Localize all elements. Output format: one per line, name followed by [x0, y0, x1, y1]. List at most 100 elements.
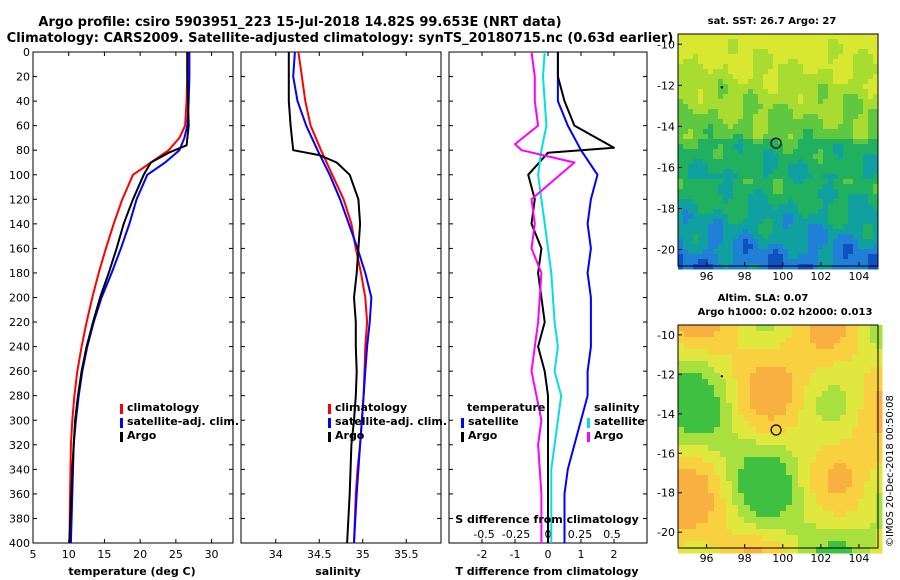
map-cell	[816, 343, 823, 350]
map-cell	[756, 409, 763, 416]
map-cell	[828, 463, 835, 470]
map-cell	[798, 505, 805, 512]
map-cell	[763, 109, 769, 115]
map-cell	[853, 74, 859, 80]
map-cell	[743, 214, 749, 220]
map-cell	[733, 209, 739, 215]
map-cell	[783, 89, 789, 95]
map-cell	[816, 499, 823, 506]
map-cell	[744, 547, 751, 554]
map-cell	[843, 114, 849, 120]
map-cell	[843, 144, 849, 150]
map-cell	[723, 89, 729, 95]
map-cell	[708, 149, 714, 155]
map-cell	[840, 457, 847, 464]
map-cell	[678, 219, 684, 225]
map-cell	[803, 254, 809, 260]
map-cell	[744, 325, 751, 332]
map-cell	[733, 114, 739, 120]
map-cell	[846, 367, 853, 374]
map-cell	[738, 451, 745, 458]
map-cell	[808, 129, 814, 135]
map-cell	[803, 44, 809, 50]
map-cell	[774, 325, 781, 332]
map-cell	[738, 144, 744, 150]
map-cell	[723, 64, 729, 70]
map-cell	[732, 505, 739, 512]
map-cell	[804, 535, 811, 542]
map-cell	[720, 349, 727, 356]
map-cell	[732, 391, 739, 398]
map-cell	[768, 159, 774, 165]
map-cell	[858, 204, 864, 210]
map-cell	[863, 224, 869, 230]
map-cell	[858, 34, 864, 40]
map-cell	[738, 325, 745, 332]
map-cell	[750, 541, 757, 548]
map-cell	[858, 349, 865, 356]
map-cell	[693, 239, 699, 245]
map-cell	[828, 421, 835, 428]
map-cell	[798, 457, 805, 464]
map-cell	[858, 535, 865, 542]
map-cell	[793, 44, 799, 50]
map-cell	[838, 234, 844, 240]
map-cell	[833, 234, 839, 240]
map-cell	[873, 94, 879, 100]
map-cell	[870, 481, 877, 488]
map-cell	[756, 457, 763, 464]
map-cell	[696, 463, 703, 470]
map-cell	[738, 139, 744, 145]
map-cell	[774, 535, 781, 542]
map-cell	[758, 229, 764, 235]
map-cell	[803, 34, 809, 40]
map-cell	[714, 523, 721, 530]
map-cell	[870, 367, 877, 374]
map-cell	[822, 355, 829, 362]
map-cell	[678, 409, 685, 416]
map-cell	[733, 204, 739, 210]
map-cell	[762, 409, 769, 416]
map-cell	[780, 379, 787, 386]
map-cell	[753, 144, 759, 150]
map-cell	[768, 169, 774, 175]
map-cell	[823, 54, 829, 60]
map-cell	[733, 39, 739, 45]
map-cell	[810, 391, 817, 398]
map-cell	[732, 343, 739, 350]
map-cell	[732, 409, 739, 416]
legend-climatology: climatology	[335, 401, 407, 414]
map-cell	[684, 337, 691, 344]
map-cell	[693, 79, 699, 85]
map-cell	[818, 59, 824, 65]
map-cell	[728, 114, 734, 120]
map-cell	[828, 259, 834, 265]
map-cell	[834, 445, 841, 452]
map-cell	[688, 254, 694, 260]
map-cell	[840, 373, 847, 380]
map-cell	[808, 194, 814, 200]
map-cell	[816, 439, 823, 446]
map-cell	[733, 124, 739, 130]
map-cell	[774, 541, 781, 548]
map-cell	[753, 64, 759, 70]
map-x-tick-label: 102	[810, 270, 831, 283]
map-cell	[780, 475, 787, 482]
map-cell	[773, 219, 779, 225]
map-cell	[768, 331, 775, 338]
map-cell	[876, 511, 883, 518]
map-cell	[852, 373, 859, 380]
map-cell	[863, 134, 869, 140]
map-cell	[793, 114, 799, 120]
map-cell	[723, 169, 729, 175]
map-cell	[720, 331, 727, 338]
map-cell	[688, 144, 694, 150]
map-cell	[818, 219, 824, 225]
map-cell	[816, 391, 823, 398]
map-cell	[863, 74, 869, 80]
map-cell	[683, 59, 689, 65]
map-cell	[703, 49, 709, 55]
map-cell	[723, 109, 729, 115]
map-cell	[744, 397, 751, 404]
map-cell	[788, 144, 794, 150]
